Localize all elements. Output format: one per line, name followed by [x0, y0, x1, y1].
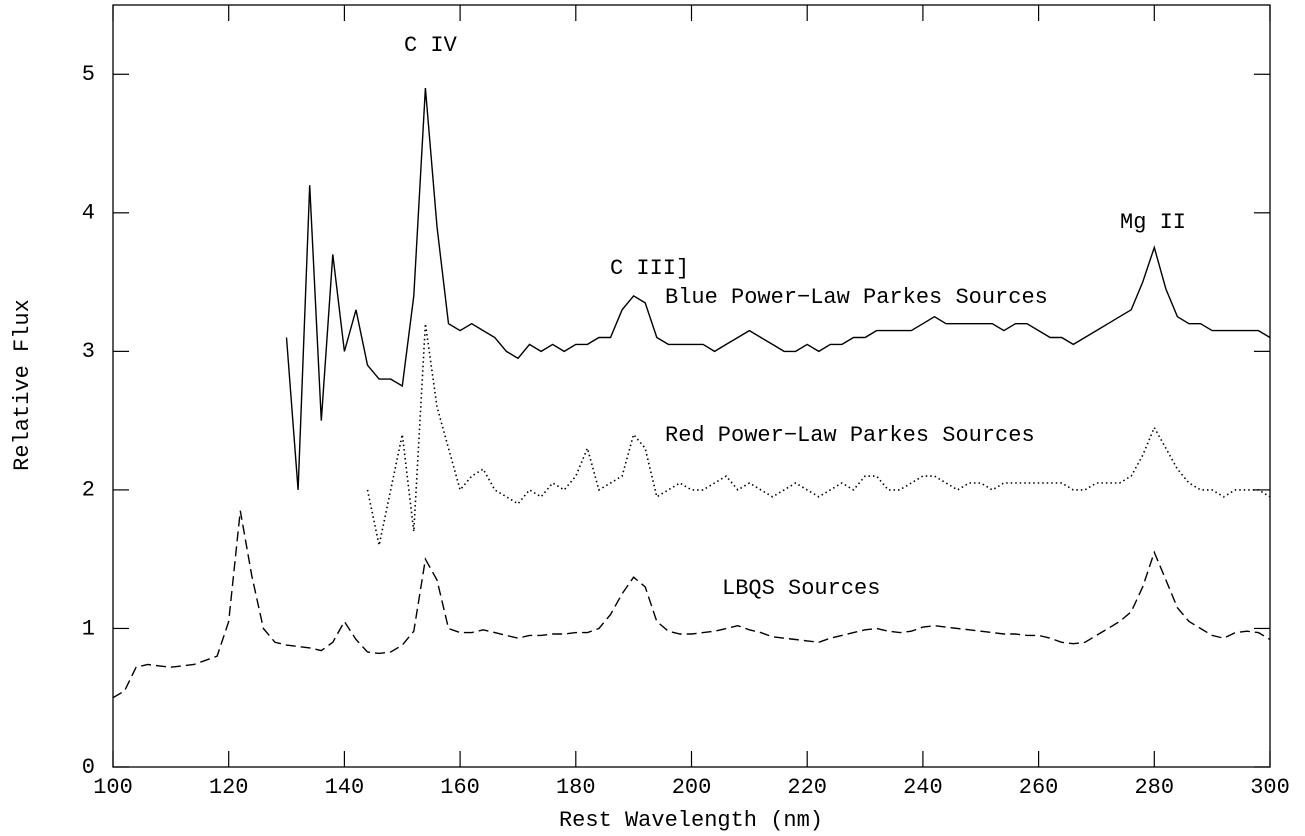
- annotation: C III]: [610, 256, 689, 281]
- x-tick-label: 240: [903, 775, 943, 800]
- annotation: Mg II: [1120, 210, 1186, 235]
- series-line: [366, 323, 1271, 546]
- x-tick-label: 300: [1250, 775, 1290, 800]
- series-line: [112, 510, 1271, 699]
- x-axis-label: Rest Wavelength (nm): [559, 808, 823, 833]
- series-label: Red Power−Law Parkes Sources: [665, 423, 1035, 448]
- y-tick-label: 3: [82, 339, 95, 364]
- plot-frame: [112, 4, 1271, 768]
- annotation: C IV: [404, 33, 458, 58]
- x-tick-label: 120: [209, 775, 249, 800]
- x-tick-label: 220: [787, 775, 827, 800]
- x-tick-label: 100: [93, 775, 133, 800]
- x-tick-label: 280: [1134, 775, 1174, 800]
- series-line: [285, 88, 1271, 490]
- x-tick-label: 160: [440, 775, 480, 800]
- x-tick-label: 260: [1019, 775, 1059, 800]
- y-tick-label: 2: [82, 478, 95, 503]
- x-tick-label: 180: [556, 775, 596, 800]
- series-label: LBQS Sources: [722, 576, 880, 601]
- y-tick-label: 1: [82, 616, 95, 641]
- y-tick-label: 4: [82, 201, 95, 226]
- x-tick-label: 140: [325, 775, 365, 800]
- y-axis-label: Relative Flux: [10, 299, 35, 471]
- series-label: Blue Power−Law Parkes Sources: [665, 285, 1048, 310]
- y-tick-label: 0: [82, 755, 95, 780]
- y-tick-label: 5: [82, 62, 95, 87]
- x-tick-label: 200: [672, 775, 712, 800]
